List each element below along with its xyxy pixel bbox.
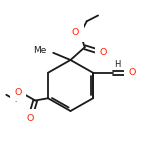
Text: O: O [99,48,107,57]
Text: Me: Me [33,46,46,55]
Text: O: O [14,88,22,97]
Text: H: H [114,60,121,69]
Text: O: O [27,114,34,123]
Text: O: O [72,28,79,37]
Text: O: O [129,68,136,77]
